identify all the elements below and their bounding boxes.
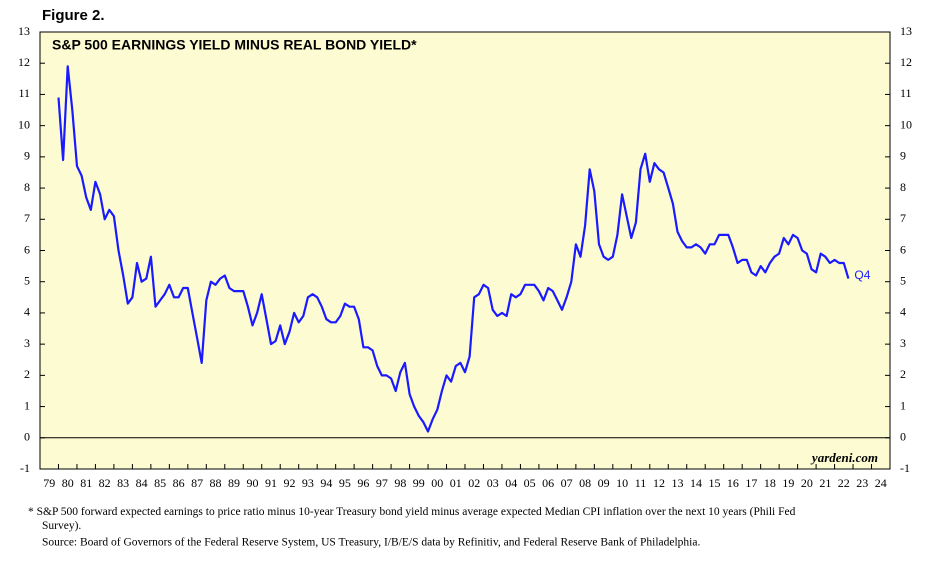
x-tick-label: 84: [136, 476, 148, 490]
x-tick-label: 90: [247, 476, 259, 490]
y-tick-label-right: 0: [900, 430, 906, 444]
y-tick-label: 9: [24, 149, 30, 163]
x-tick-label: 21: [819, 476, 831, 490]
x-tick-label: 23: [856, 476, 868, 490]
footnote-line: Survey).: [42, 520, 81, 532]
y-tick-label: 13: [18, 24, 30, 38]
x-tick-label: 06: [542, 476, 554, 490]
y-tick-label-right: 3: [900, 336, 906, 350]
x-tick-label: 89: [228, 476, 240, 490]
source-note: yardeni.com: [810, 450, 878, 465]
y-tick-label: 5: [24, 273, 30, 287]
y-tick-label-right: 10: [900, 117, 912, 131]
x-tick-label: 81: [80, 476, 92, 490]
x-tick-label: 92: [283, 476, 295, 490]
x-tick-label: 19: [782, 476, 794, 490]
footnote: * S&P 500 forward expected earnings to p…: [28, 506, 796, 532]
y-tick-label: 6: [24, 242, 30, 256]
y-tick-label: 0: [24, 430, 30, 444]
x-tick-label: 14: [690, 476, 702, 490]
plot-area: [39, 31, 891, 470]
x-tick-label: 16: [727, 476, 739, 490]
y-tick-label: 8: [24, 180, 30, 194]
y-tick-label: 2: [24, 367, 30, 381]
y-tick-label-right: -1: [900, 461, 910, 475]
y-tick-label-right: 11: [900, 86, 912, 100]
y-tick-label: 11: [18, 86, 30, 100]
x-tick-label: 18: [764, 476, 776, 490]
figure-label: Figure 2.: [42, 7, 105, 24]
y-tick-label-right: 12: [900, 55, 912, 69]
chart-title: S&P 500 EARNINGS YIELD MINUS REAL BOND Y…: [52, 37, 417, 53]
y-tick-label-right: 1: [900, 398, 906, 412]
x-tick-label: 02: [468, 476, 480, 490]
y-tick-label-right: 9: [900, 149, 906, 163]
source: Source: Board of Governors of the Federa…: [42, 537, 700, 549]
y-tick-label-right: 5: [900, 273, 906, 287]
x-tick-label: 13: [672, 476, 684, 490]
x-tick-label: 94: [320, 476, 332, 490]
y-tick-label-right: 4: [900, 305, 906, 319]
y-tick-label: 1: [24, 398, 30, 412]
x-tick-label: 99: [413, 476, 425, 490]
y-tick-label: 3: [24, 336, 30, 350]
x-tick-label: 04: [505, 476, 517, 490]
y-tick-label-right: 13: [900, 24, 912, 38]
y-tick-label-right: 8: [900, 180, 906, 194]
x-tick-label: 24: [875, 476, 887, 490]
y-tick-label: 7: [24, 211, 30, 225]
x-tick-label: 86: [173, 476, 185, 490]
x-tick-label: 82: [99, 476, 111, 490]
x-tick-label: 05: [524, 476, 536, 490]
x-tick-label: 20: [801, 476, 813, 490]
x-tick-label: 96: [357, 476, 369, 490]
y-tick-label-right: 6: [900, 242, 906, 256]
y-tick-label: 10: [18, 117, 30, 131]
y-tick-label: -1: [20, 461, 30, 475]
x-tick-label: 88: [210, 476, 222, 490]
x-tick-label: 10: [616, 476, 628, 490]
x-tick-label: 00: [431, 476, 443, 490]
x-tick-label: 91: [265, 476, 277, 490]
x-tick-label: 93: [302, 476, 314, 490]
annotation: Q4: [854, 268, 870, 282]
x-tick-label: 08: [579, 476, 591, 490]
y-tick-label: 4: [24, 305, 30, 319]
x-tick-label: 15: [708, 476, 720, 490]
y-tick-label: 12: [18, 55, 30, 69]
x-tick-label: 01: [450, 476, 462, 490]
y-tick-label-right: 7: [900, 211, 906, 225]
x-tick-label: 09: [598, 476, 610, 490]
x-tick-label: 95: [339, 476, 351, 490]
data-line: [57, 65, 850, 433]
x-tick-label: 85: [154, 476, 166, 490]
x-tick-label: 07: [561, 476, 573, 490]
x-tick-label: 83: [117, 476, 129, 490]
y-tick-label-right: 2: [900, 367, 906, 381]
x-tick-label: 79: [43, 476, 55, 490]
x-tick-label: 98: [394, 476, 406, 490]
x-tick-label: 03: [487, 476, 499, 490]
x-tick-label: 87: [191, 476, 203, 490]
x-tick-label: 80: [62, 476, 74, 490]
x-tick-label: 22: [838, 476, 850, 490]
x-tick-label: 11: [635, 476, 647, 490]
x-tick-label: 97: [376, 476, 388, 490]
x-tick-label: 17: [745, 476, 757, 490]
x-tick-label: 12: [653, 476, 665, 490]
footnote-text: * S&P 500 forward expected earnings to p…: [28, 506, 796, 518]
